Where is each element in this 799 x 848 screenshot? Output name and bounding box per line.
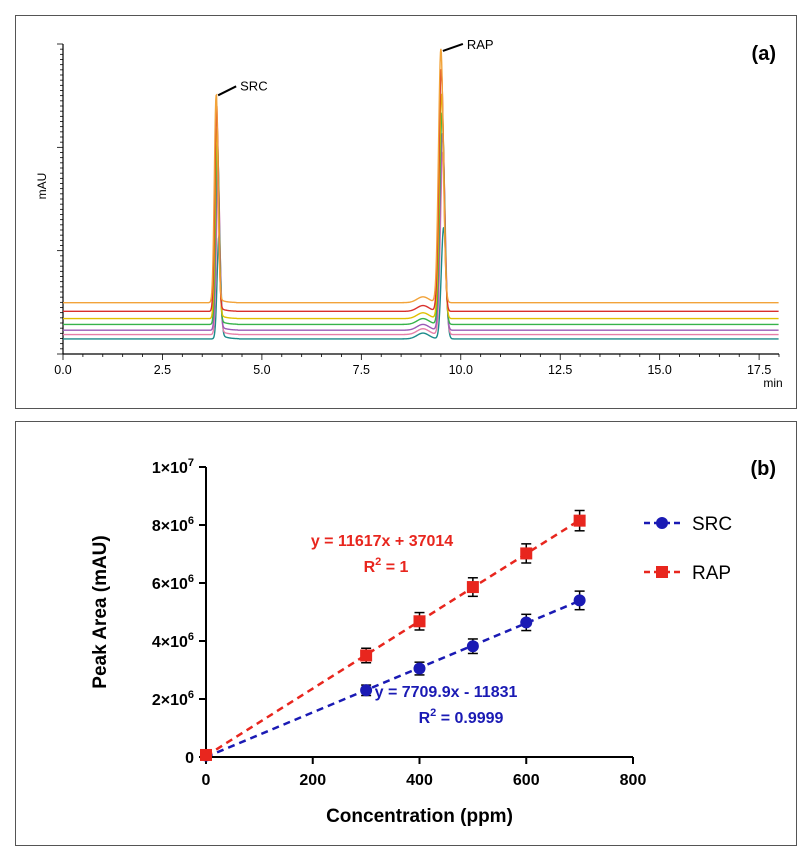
- y-tick-base: 4×10: [152, 634, 188, 651]
- rap-peak-label: RAP: [467, 37, 494, 52]
- y-tick-label: 1×107: [152, 457, 194, 477]
- chromatogram-trace: [63, 152, 779, 335]
- x-tick-label: 800: [620, 772, 647, 789]
- y-tick-base: 6×10: [152, 576, 188, 593]
- x-tick-label: 12.5: [548, 363, 572, 377]
- rap-peak-pointer: [443, 44, 463, 51]
- y-tick-base: 2×10: [152, 692, 188, 709]
- r2-letter: R: [419, 710, 431, 727]
- chromatogram-trace: [63, 49, 779, 303]
- rap-data-point: [520, 547, 532, 559]
- legend-label-src: SRC: [692, 514, 732, 535]
- y-tick-base: 8×10: [152, 518, 188, 535]
- rap-data-point: [467, 581, 479, 593]
- y-tick-base: 0: [185, 750, 194, 767]
- x-tick-label: 15.0: [647, 363, 671, 377]
- src-data-point: [360, 684, 372, 696]
- chromatogram-panel: mAU 0.0 2.5 5.0 7.5 10.0 12.5 15.0 17.5 min (a) SRC…: [15, 15, 797, 409]
- src-data-point: [574, 594, 586, 606]
- calibration-panel: 0 2×106 4×106 6×106 8×106 1×107 0 200 400 600 800 C…: [15, 421, 797, 846]
- x-tick-label: 5.0: [253, 363, 270, 377]
- rap-data-point: [414, 615, 426, 627]
- y-tick-base: 1×10: [152, 460, 188, 477]
- x-tick-label: 17.5: [747, 363, 771, 377]
- y-tick-exponent: 7: [188, 457, 194, 469]
- x-tick-label: 200: [299, 772, 326, 789]
- src-equation: y = 7709.9x - 11831: [375, 684, 518, 701]
- rap-data-point: [574, 515, 586, 527]
- rap-data-point: [360, 650, 372, 662]
- r2-letter: R: [364, 559, 376, 576]
- x-tick-label: 0.0: [54, 363, 71, 377]
- r2-value: = 1: [381, 559, 408, 576]
- y-tick-label: 6×106: [152, 573, 194, 593]
- src-peak-pointer: [218, 86, 236, 95]
- rap-equation: y = 11617x + 37014: [311, 533, 453, 550]
- y-tick-exponent: 6: [188, 573, 194, 585]
- r2-value: = 0.9999: [436, 710, 503, 727]
- x-tick-label: 0: [202, 772, 211, 789]
- src-r-squared: R2 = 0.9999: [419, 707, 504, 727]
- y-tick-exponent: 6: [188, 631, 194, 643]
- x-tick-label: 600: [513, 772, 540, 789]
- src-data-point: [414, 663, 426, 675]
- chromatogram-trace: [63, 69, 779, 311]
- x-tick-label: 2.5: [154, 363, 171, 377]
- y-tick-label: 0: [185, 750, 194, 767]
- panel-label-a: (a): [752, 43, 776, 65]
- y-axis-label: mAU: [35, 173, 49, 200]
- legend-label-rap: RAP: [692, 563, 731, 584]
- rap-data-point: [200, 749, 212, 761]
- legend-marker-square: [656, 566, 668, 578]
- chromatogram-trace: [63, 113, 779, 325]
- x-tick-label: 400: [406, 772, 433, 789]
- x-axis-unit-label: min: [763, 376, 782, 390]
- rap-r-squared: R2 = 1: [364, 556, 409, 576]
- chromatogram-trace: [63, 133, 779, 330]
- src-data-point: [467, 640, 479, 652]
- y-axis-title: Peak Area (mAU): [90, 535, 111, 688]
- y-tick-label: 4×106: [152, 631, 194, 651]
- x-axis-title: Concentration (ppm): [326, 806, 513, 827]
- chromatogram-trace: [63, 94, 779, 319]
- panel-label-b: (b): [750, 458, 776, 480]
- y-tick-exponent: 6: [188, 515, 194, 527]
- legend-marker-circle: [656, 517, 668, 529]
- y-tick-label: 8×106: [152, 515, 194, 535]
- y-tick-exponent: 6: [188, 689, 194, 701]
- src-data-point: [520, 616, 532, 628]
- x-tick-label: 7.5: [353, 363, 370, 377]
- chromatogram-trace: [63, 227, 779, 339]
- src-peak-label: SRC: [240, 78, 267, 93]
- x-tick-label: 10.0: [449, 363, 473, 377]
- y-tick-label: 2×106: [152, 689, 194, 709]
